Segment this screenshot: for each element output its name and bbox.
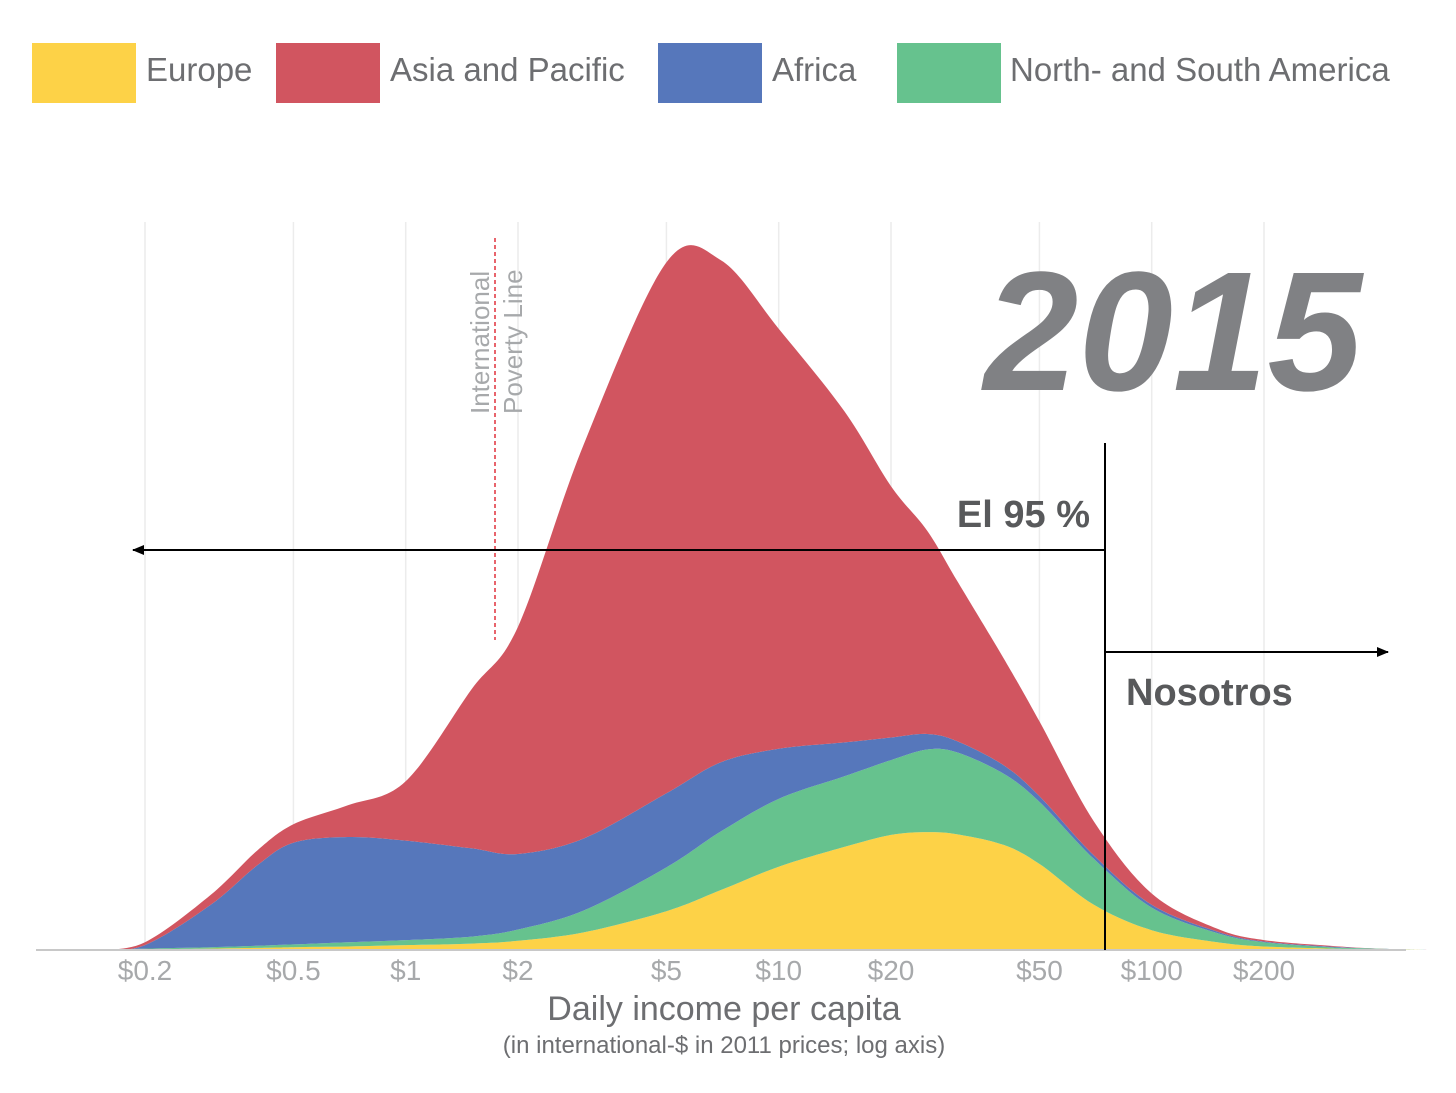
legend-swatch-europe — [32, 43, 136, 103]
area-africa — [98, 733, 1428, 951]
legend-label-europe: Europe — [146, 51, 252, 88]
legend-item-africa: Africa — [658, 43, 857, 103]
x-tick-label: $0.2 — [118, 955, 173, 986]
x-tick-label: $100 — [1121, 955, 1183, 986]
label-nosotros: Nosotros — [1126, 672, 1293, 714]
legend-label-americas: North- and South America — [1010, 51, 1390, 88]
legend-label-asia-pacific: Asia and Pacific — [390, 51, 625, 88]
x-axis-label: Daily income per capita — [547, 990, 900, 1028]
area-north-and-south-america — [98, 748, 1428, 950]
poverty-line-label-1: International — [465, 271, 495, 414]
label-95-percent: El 95 % — [957, 494, 1090, 536]
x-tick-label: $10 — [755, 955, 802, 986]
x-axis-ticks: $0.2 $0.5 $1 $2 $5 $10 $20 $50 $100 $200 — [118, 955, 1295, 986]
legend-item-americas: North- and South America — [897, 43, 1390, 103]
year-label: 2015 — [981, 237, 1365, 427]
x-axis-sublabel: (in international-$ in 2011 prices; log … — [503, 1032, 945, 1059]
legend-item-europe: Europe — [32, 43, 252, 103]
legend-item-asia-pacific: Asia and Pacific — [276, 43, 625, 103]
legend-swatch-africa — [658, 43, 762, 103]
area-europe — [98, 832, 1428, 950]
x-tick-label: $200 — [1233, 955, 1295, 986]
legend-swatch-asia-pacific — [276, 43, 380, 103]
x-tick-label: $5 — [651, 955, 682, 986]
x-tick-label: $20 — [868, 955, 915, 986]
legend-label-africa: Africa — [772, 51, 857, 88]
x-tick-label: $50 — [1016, 955, 1063, 986]
x-tick-label: $1 — [390, 955, 421, 986]
legend-swatch-americas — [897, 43, 1001, 103]
x-tick-label: $0.5 — [266, 955, 321, 986]
legend: Europe Asia and Pacific Africa North- an… — [32, 43, 1390, 103]
area-asia-and-pacific — [98, 245, 1428, 951]
threshold-annotation: El 95 % Nosotros — [132, 443, 1389, 950]
x-tick-label: $2 — [502, 955, 533, 986]
poverty-line-annotation: International Poverty Line — [465, 238, 528, 640]
stacked-areas — [98, 245, 1428, 951]
poverty-line-label-2: Poverty Line — [498, 269, 528, 414]
